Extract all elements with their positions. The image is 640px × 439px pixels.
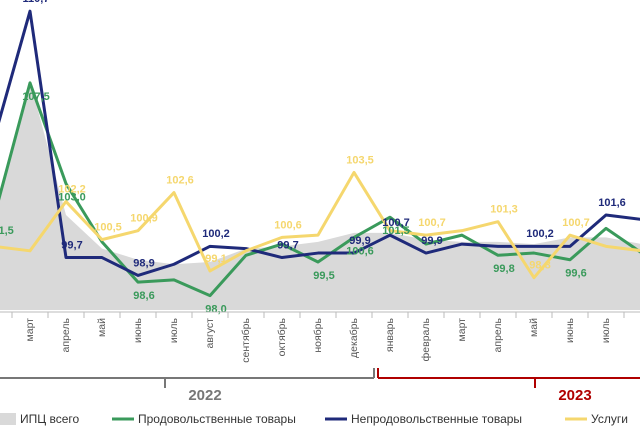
x-tick-label: август [204,318,216,349]
x-tick-label: март [456,318,468,342]
value-label: 98,0 [205,304,226,316]
value-label: 99,6 [565,268,586,280]
x-tick-label: апрель [60,317,72,352]
x-tick-label: июль [168,317,180,343]
x-tick-label: апрель [492,317,504,352]
value-label: 102,2 [58,183,86,195]
x-tick-label: декабрь [348,317,360,357]
area [0,80,640,310]
value-label: 101,5 [0,225,14,237]
value-label: 101,6 [598,197,626,209]
value-label: 99,5 [313,270,334,282]
value-label: 110,7 [23,0,50,5]
value-label: 100,7 [418,217,446,229]
legend-label: Услуги [591,412,628,426]
x-tick-label: январь [384,317,396,352]
value-label: 98,6 [133,290,154,302]
value-label: 99,1 [205,253,226,265]
value-label: 99,7 [277,239,298,251]
x-tick-label: май [528,318,540,337]
value-label: 98,8 [529,260,550,272]
value-label: 101,5 [382,225,410,237]
x-tick-label: июнь [132,317,144,343]
value-label: 100,7 [562,217,590,229]
value-label: 99,9 [349,235,370,247]
legend-swatch [0,413,16,425]
legend-label: Непродовольственные товары [351,412,522,426]
legend-label: Продовольственные товары [138,412,296,426]
value-label: 102,6 [166,174,194,186]
x-tick-label: март [24,318,36,342]
x-tick-label: июнь [564,317,576,343]
x-tick-label: октябрь [276,317,288,356]
x-tick-label: февраль [420,317,432,361]
value-label: 100,5 [94,222,122,234]
x-tick-label: сентябрь [240,317,252,362]
x-tick-label: ноябрь [312,317,324,352]
value-label: 100,2 [526,228,554,240]
legend-label: ИПЦ всего [20,412,79,426]
value-label: 103,0 [58,192,86,204]
value-label: 99,9 [421,235,442,247]
line [0,81,640,298]
value-label: 99,8 [493,263,514,275]
value-label: 101,3 [490,204,518,216]
value-label: 103,5 [346,154,374,166]
year-label: 2023 [558,387,591,404]
value-label: 100,7 [382,217,410,229]
value-label: 100,6 [274,219,302,231]
year-label: 2022 [188,387,221,404]
value-label: 100,2 [202,228,230,240]
value-label: 107,5 [22,91,50,103]
value-label: 98,9 [133,257,154,269]
x-tick-label: июль [600,317,612,343]
value-label: 100,9 [130,213,158,225]
line [0,9,640,277]
value-label: 100,6 [346,245,374,257]
line [0,170,640,280]
x-tick-label: май [96,318,108,337]
value-label: 99,7 [61,239,82,251]
